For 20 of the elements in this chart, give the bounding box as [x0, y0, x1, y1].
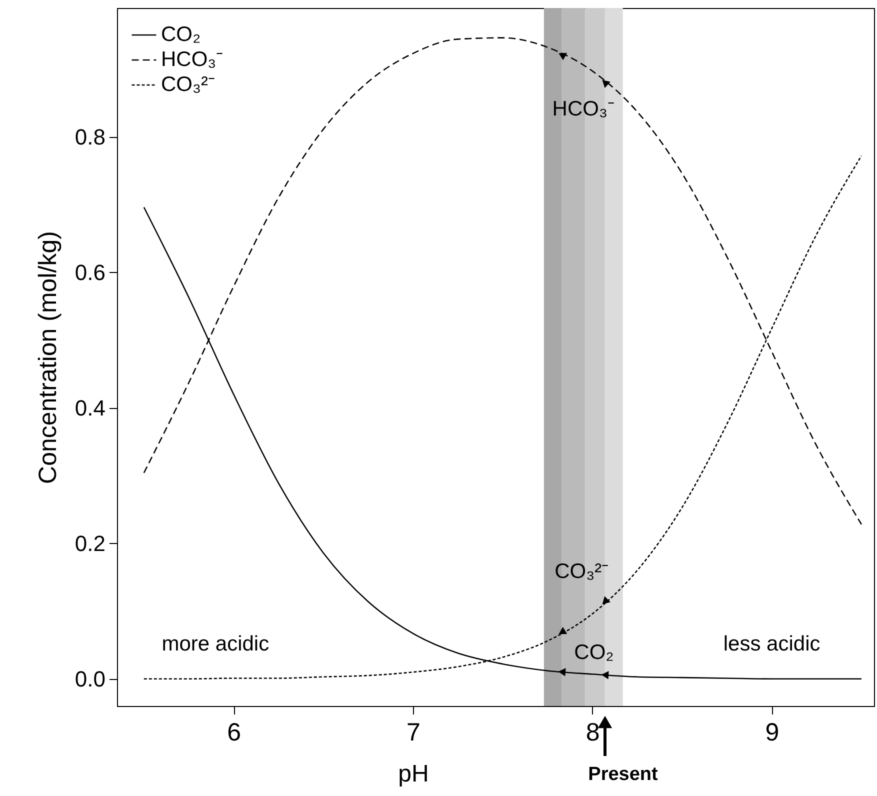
annotation: CO₂: [574, 641, 614, 664]
annotation: less acidic: [723, 632, 820, 656]
x-axis-title: pH: [398, 760, 429, 788]
legend-label: CO₂: [161, 23, 201, 46]
y-tick-label: 0.8: [74, 124, 106, 150]
annotation: more acidic: [162, 632, 270, 656]
legend-label: HCO₃⁻: [161, 48, 224, 71]
y-axis-title: Concentration (mol/kg): [34, 231, 62, 484]
x-tick-label: 8: [586, 718, 600, 746]
y-tick-label: 0.6: [74, 260, 106, 285]
y-tick-label: 0.0: [74, 666, 106, 692]
y-tick-label: 0.4: [74, 395, 106, 420]
y-tick-label: 0.2: [74, 530, 106, 556]
x-tick-label: 6: [227, 718, 242, 746]
x-tick-label: 7: [406, 718, 420, 746]
legend-label: CO₃²⁻: [161, 73, 216, 96]
text: Present: [588, 764, 659, 785]
annotation: HCO₃⁻: [552, 98, 615, 121]
annotation: CO₃²⁻: [554, 560, 609, 583]
x-tick-label: 9: [765, 718, 780, 746]
